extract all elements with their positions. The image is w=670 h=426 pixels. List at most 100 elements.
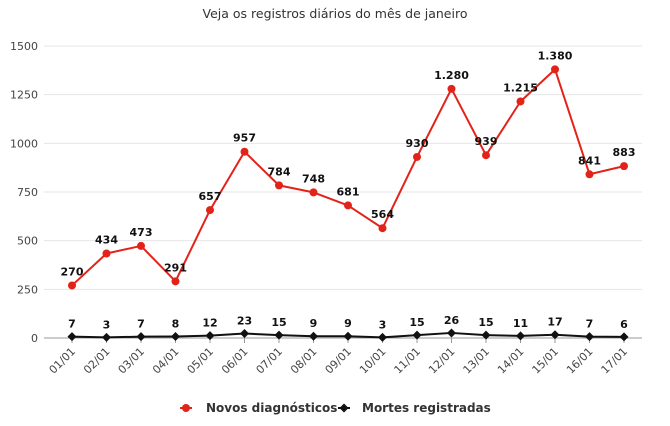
data-point: [275, 181, 283, 190]
data-point: [619, 332, 629, 342]
data-point: [516, 331, 525, 341]
x-tick-label: 14/01: [495, 345, 527, 377]
data-label: 564: [371, 208, 394, 221]
data-point: [68, 281, 76, 290]
data-point: [102, 332, 111, 342]
data-label: 939: [475, 135, 498, 148]
data-point: [620, 162, 628, 171]
legend-label: Novos diagnósticos: [206, 401, 337, 415]
x-tick-label: 15/01: [530, 345, 562, 377]
data-point: [240, 329, 249, 339]
y-tick-label: 500: [17, 235, 38, 248]
y-tick-label: 250: [17, 283, 38, 296]
x-tick-label: 04/01: [150, 345, 182, 377]
data-label: 15: [478, 316, 493, 329]
x-tick-label: 05/01: [185, 345, 217, 377]
x-tick-label: 08/01: [288, 345, 320, 377]
data-point: [309, 188, 318, 197]
x-tick-label: 17/01: [599, 345, 631, 377]
data-label: 748: [302, 172, 325, 185]
data-point: [378, 332, 387, 342]
data-point: [206, 206, 214, 215]
x-tick-label: 13/01: [461, 345, 493, 377]
legend: Novos diagnósticos Mortes registradas: [180, 401, 491, 415]
y-tick-label: 1500: [10, 40, 38, 53]
data-label: 1.215: [503, 81, 538, 94]
data-point: [205, 331, 215, 341]
data-point: [171, 277, 180, 286]
data-point: [378, 224, 387, 233]
data-label: 930: [406, 137, 429, 150]
data-label: 9: [310, 317, 318, 330]
data-label: 26: [444, 314, 460, 327]
data-label: 3: [379, 318, 387, 331]
data-label: 15: [271, 316, 286, 329]
x-tick-label: 10/01: [357, 345, 389, 377]
x-tick-label: 09/01: [323, 345, 355, 377]
data-point: [309, 331, 318, 341]
data-point: [413, 152, 421, 161]
data-label: 7: [68, 318, 76, 331]
data-label: 1.380: [538, 49, 573, 62]
data-label: 17: [547, 316, 562, 329]
series-line-0: [71, 68, 625, 287]
data-label: 841: [578, 154, 601, 167]
data-label: 957: [233, 132, 256, 145]
data-point: [482, 151, 490, 160]
data-point: [585, 170, 594, 179]
data-label: 1.280: [434, 69, 469, 82]
data-label: 784: [268, 165, 291, 178]
data-point: [447, 328, 456, 338]
data-label: 12: [202, 317, 217, 330]
data-label: 23: [237, 315, 252, 328]
x-tick-label: 16/01: [564, 345, 596, 377]
data-point: [136, 332, 146, 342]
data-label: 473: [130, 226, 153, 239]
x-tick-label: 07/01: [254, 345, 286, 377]
y-tick-label: 750: [17, 186, 38, 199]
data-label: 3: [103, 318, 111, 331]
data-label: 434: [95, 234, 118, 247]
data-point: [274, 330, 284, 340]
data-point: [551, 65, 559, 74]
legend-marker: [339, 403, 349, 413]
data-label: 7: [137, 318, 145, 331]
data-point: [67, 332, 77, 342]
data-point: [412, 330, 422, 340]
data-point: [585, 332, 594, 342]
series-group: [67, 65, 629, 342]
data-point: [343, 331, 353, 341]
data-label: 7: [586, 318, 594, 331]
data-label: 15: [409, 316, 424, 329]
y-tick-label: 1250: [10, 89, 38, 102]
data-point: [137, 241, 145, 250]
data-point: [102, 249, 111, 258]
data-point: [481, 330, 491, 340]
x-tick-label: 03/01: [116, 345, 148, 377]
data-point: [550, 330, 560, 340]
grid-lines: [44, 45, 642, 339]
data-label: 270: [61, 265, 84, 278]
data-point: [447, 84, 456, 93]
x-tick-label: 11/01: [392, 345, 424, 377]
chart-title: Veja os registros diários do mês de jane…: [202, 6, 468, 21]
data-label: 681: [337, 185, 360, 198]
data-label: 657: [199, 190, 222, 203]
data-label: 6: [620, 318, 628, 331]
x-tick-label: 06/01: [219, 345, 251, 377]
legend-marker: [182, 404, 190, 412]
data-labels: 2704344732916579577847486815649301.28093…: [61, 49, 636, 331]
legend-label: Mortes registradas: [362, 401, 491, 415]
data-label: 291: [164, 261, 187, 274]
data-label: 11: [513, 317, 528, 330]
y-tick-label: 0: [31, 332, 38, 345]
data-point: [240, 147, 249, 156]
data-label: 9: [344, 317, 352, 330]
data-point: [344, 201, 352, 210]
data-point: [516, 97, 525, 106]
x-tick-label: 12/01: [426, 345, 458, 377]
x-tick-label: 02/01: [81, 345, 113, 377]
data-label: 883: [613, 146, 636, 159]
